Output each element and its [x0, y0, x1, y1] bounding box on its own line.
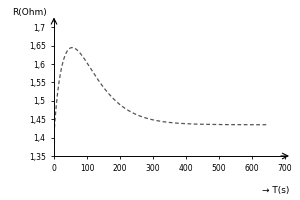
- Text: R(Ohm): R(Ohm): [12, 8, 47, 17]
- Text: → T(s): → T(s): [262, 186, 290, 195]
